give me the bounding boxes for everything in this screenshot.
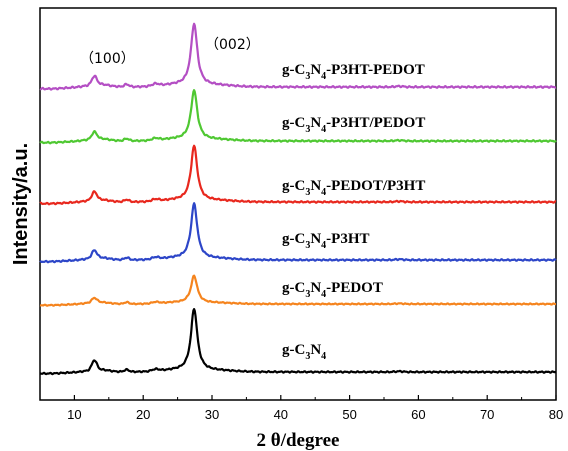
peak-annotation: （002） [205, 37, 260, 53]
x-axis-title: 2 θ/degree [257, 430, 340, 451]
series-label: g-C3N4-P3HT [282, 231, 370, 251]
x-tick-label: 50 [342, 407, 356, 422]
series-line [39, 144, 557, 206]
x-tick-label: 80 [549, 407, 563, 422]
series-label: g-C3N4-P3HT-PEDOT [282, 62, 425, 82]
series-label: g-C3N4-P3HT/PEDOT [282, 115, 425, 135]
series-line [39, 274, 557, 307]
plot-frame [39, 7, 557, 401]
series-label: g-C3N4-PEDOT/P3HT [282, 178, 425, 198]
series-line [39, 308, 557, 376]
series-label: g-C3N4 [282, 342, 326, 362]
y-axis-title: Intensity/a.u. [10, 143, 32, 265]
x-tick-label: 10 [67, 407, 81, 422]
series-label: g-C3N4-PEDOT [282, 280, 383, 300]
x-tick-label: 20 [136, 407, 150, 422]
series-line [39, 89, 557, 145]
series-line [39, 202, 557, 264]
x-tick-label: 70 [480, 407, 494, 422]
peak-annotation: （100） [80, 51, 135, 67]
x-tick-label: 40 [274, 407, 288, 422]
series-line [39, 22, 557, 91]
x-tick-label: 30 [205, 407, 219, 422]
x-tick-label: 60 [411, 407, 425, 422]
